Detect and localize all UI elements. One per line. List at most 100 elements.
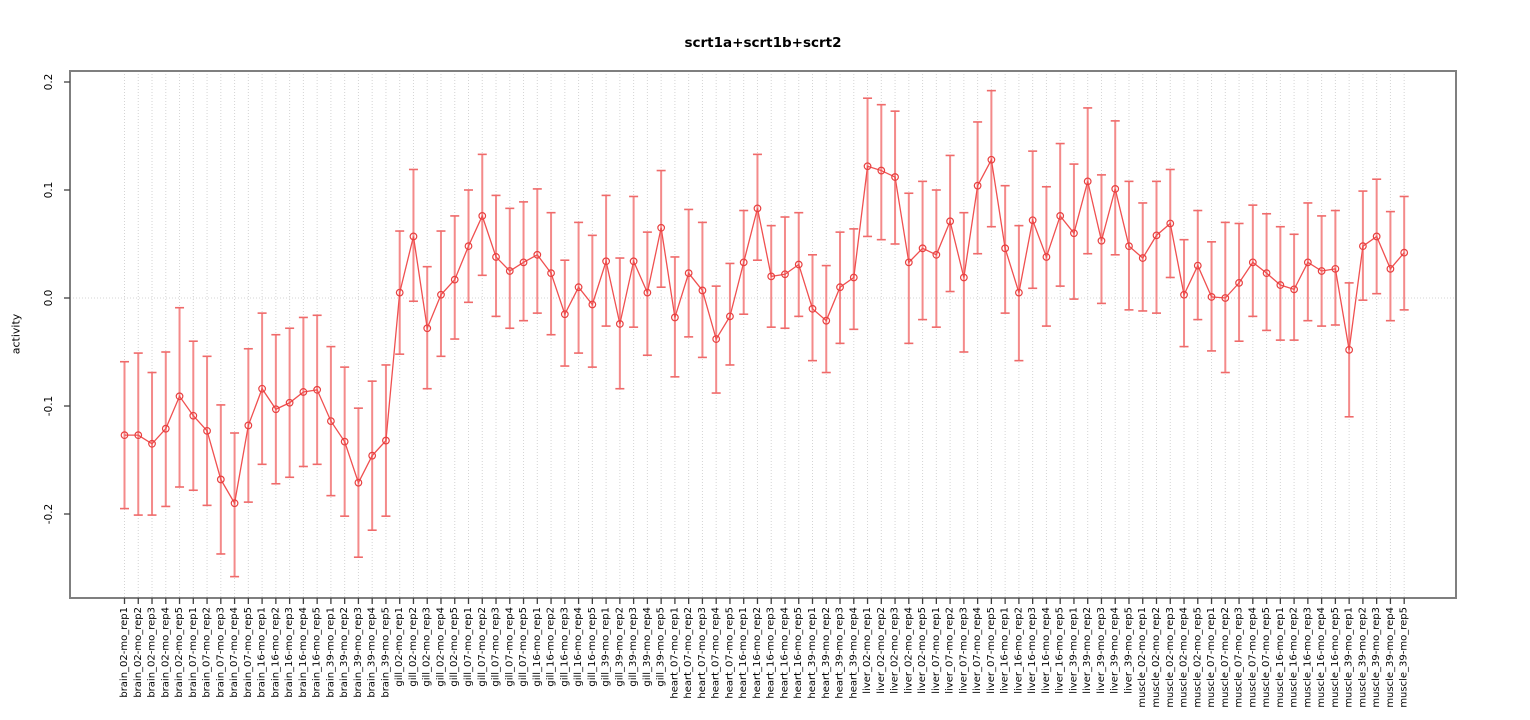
data-point <box>1358 242 1367 251</box>
data-point <box>574 283 583 292</box>
data-point <box>368 451 377 460</box>
error-bar <box>959 211 969 353</box>
data-point <box>1042 253 1051 261</box>
x-tick-label: liver_16-mo_rep1 <box>1000 607 1011 694</box>
data-point <box>478 212 487 220</box>
x-tick-label: liver_07-mo_rep2 <box>945 607 956 694</box>
data-points <box>120 155 1409 508</box>
y-tick-label: -0.2 <box>43 504 55 525</box>
error-bars <box>120 89 1409 578</box>
data-point <box>1056 212 1065 220</box>
error-bar <box>918 180 928 321</box>
x-tick-label: gill_39-mo_rep3 <box>628 607 639 687</box>
x-tick-label: liver_39-mo_rep5 <box>1123 607 1134 694</box>
data-point <box>1372 232 1381 241</box>
data-point <box>1221 294 1230 302</box>
data-point <box>189 411 198 420</box>
x-tick-label: brain_07-mo_rep5 <box>243 607 254 698</box>
x-tick-label: heart_07-mo_rep1 <box>669 607 680 699</box>
plot-frame <box>69 70 1457 599</box>
x-tick-label: heart_39-mo_rep1 <box>807 607 818 699</box>
data-point <box>849 273 858 282</box>
data-point <box>739 258 748 267</box>
data-point <box>258 384 267 393</box>
error-bar <box>1014 224 1024 362</box>
y-axis: 0.2 0.1 0.0 -0.1 -0.2 <box>43 74 70 525</box>
x-tick-label: muscle_02-mo_rep2 <box>1151 607 1162 708</box>
x-tick-label: gill_07-mo_rep4 <box>504 607 515 687</box>
x-tick-label: liver_39-mo_rep4 <box>1110 607 1121 694</box>
data-point <box>1138 254 1147 262</box>
data-point <box>450 275 459 284</box>
data-point <box>1028 216 1037 225</box>
data-point <box>423 324 432 333</box>
data-point <box>657 223 666 232</box>
data-point <box>588 300 597 309</box>
data-point <box>712 335 721 343</box>
x-tick-label: muscle_16-mo_rep5 <box>1330 607 1341 708</box>
data-point <box>794 260 803 269</box>
data-point <box>973 181 982 190</box>
x-tick-label: muscle_02-mo_rep3 <box>1165 607 1176 708</box>
x-tick-label: gill_02-mo_rep4 <box>435 607 446 687</box>
x-tick-label: muscle_39-mo_rep5 <box>1399 607 1410 708</box>
x-tick-label: heart_16-mo_rep4 <box>779 607 790 699</box>
data-point <box>1386 264 1395 273</box>
data-point <box>643 288 652 297</box>
error-bar <box>1275 225 1285 341</box>
x-tick-label: brain_02-mo_rep2 <box>133 607 144 698</box>
data-point <box>134 431 143 440</box>
data-point <box>946 217 954 226</box>
x-tick-label: gill_02-mo_rep1 <box>394 607 405 687</box>
x-tick-label: gill_39-mo_rep4 <box>642 607 653 687</box>
error-bar <box>1330 209 1340 326</box>
x-tick-label: gill_16-mo_rep2 <box>546 607 557 687</box>
series-line <box>124 157 1405 506</box>
data-point <box>547 269 555 278</box>
data-point <box>1070 229 1078 238</box>
error-bar <box>133 352 143 516</box>
x-tick-label: muscle_39-mo_rep1 <box>1344 607 1355 708</box>
x-axis: brain_02-mo_rep1 brain_02-mo_rep2 brain_02… <box>119 598 1410 708</box>
data-point <box>959 273 968 282</box>
data-point <box>382 436 390 445</box>
data-point <box>533 250 542 259</box>
data-point <box>203 426 211 435</box>
x-tick-label: liver_07-mo_rep3 <box>958 607 969 694</box>
x-tick-label: liver_02-mo_rep1 <box>862 607 873 694</box>
error-bar <box>1083 107 1093 255</box>
data-point <box>299 388 308 396</box>
data-point <box>1235 278 1243 287</box>
x-tick-label: gill_07-mo_rep1 <box>463 607 474 687</box>
data-point <box>1317 267 1326 275</box>
data-point <box>395 288 404 297</box>
data-point <box>464 242 473 251</box>
data-point <box>1111 185 1120 193</box>
data-point <box>932 250 941 259</box>
x-tick-label: brain_16-mo_rep2 <box>270 607 281 698</box>
data-point <box>822 316 831 325</box>
data-point <box>216 475 225 484</box>
x-tick-label: muscle_39-mo_rep2 <box>1357 607 1368 708</box>
data-point <box>781 270 789 279</box>
data-point <box>519 258 528 267</box>
x-tick-label: muscle_07-mo_rep1 <box>1206 607 1217 708</box>
data-point <box>1015 288 1023 297</box>
data-point <box>1262 269 1271 278</box>
x-tick-label: heart_07-mo_rep4 <box>711 607 722 699</box>
data-point <box>726 312 734 321</box>
x-tick-label: muscle_39-mo_rep4 <box>1385 607 1396 708</box>
data-point <box>1193 261 1202 270</box>
x-tick-label: brain_16-mo_rep4 <box>298 607 309 698</box>
data-point <box>313 385 322 394</box>
x-tick-label: gill_39-mo_rep5 <box>656 607 667 687</box>
x-tick-label: brain_02-mo_rep3 <box>147 607 158 698</box>
x-tick-label: liver_07-mo_rep1 <box>931 607 942 694</box>
data-point <box>1001 244 1010 253</box>
x-tick-label: liver_39-mo_rep3 <box>1096 607 1107 694</box>
error-bar <box>876 103 886 241</box>
data-point <box>987 155 996 164</box>
x-tick-label: liver_16-mo_rep5 <box>1055 607 1066 694</box>
data-point <box>285 398 294 407</box>
